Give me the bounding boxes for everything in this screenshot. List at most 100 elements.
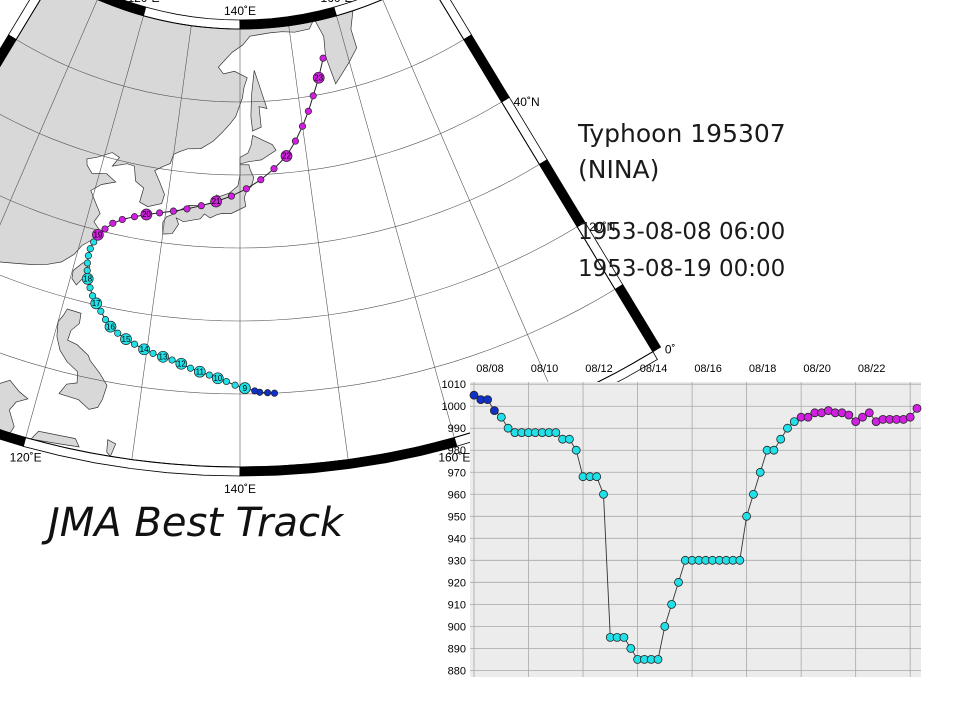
track-point bbox=[101, 225, 109, 233]
track-day-label: 18 bbox=[83, 275, 92, 284]
track-point bbox=[149, 349, 157, 357]
track-point bbox=[205, 371, 213, 379]
track-day-label: 14 bbox=[140, 345, 149, 354]
pressure-point bbox=[571, 445, 581, 455]
lon-label-top-160: 160˚E bbox=[321, 0, 353, 5]
track-point bbox=[298, 122, 307, 130]
y-tick-label: 940 bbox=[448, 533, 466, 545]
pressure-point bbox=[912, 403, 922, 413]
pressure-point bbox=[789, 417, 799, 427]
x-tick-label: 08/08 bbox=[476, 363, 504, 375]
track-point bbox=[227, 192, 235, 200]
pressure-point bbox=[674, 577, 683, 587]
pressure-point bbox=[496, 412, 506, 422]
pressure-point bbox=[619, 633, 629, 642]
track-point bbox=[130, 213, 139, 221]
pressure-point bbox=[749, 489, 758, 499]
chart-x-ticks: 08/08 08/10 08/12 08/14 08/16 08/18 08/20 08/22 bbox=[476, 363, 885, 375]
track-point bbox=[222, 377, 230, 386]
track-point bbox=[101, 316, 110, 324]
period-end: 1953-08-19 00:00 bbox=[578, 256, 786, 282]
track-point bbox=[88, 292, 97, 300]
pressure-point bbox=[483, 395, 493, 405]
track-point bbox=[183, 205, 191, 213]
track-point bbox=[83, 266, 91, 275]
track-point bbox=[104, 320, 117, 333]
x-tick-label: 08/22 bbox=[858, 363, 886, 375]
pressure-point bbox=[551, 428, 561, 438]
pressure-point bbox=[742, 511, 751, 521]
parallel-10 bbox=[0, 289, 616, 395]
track-day-label: 20 bbox=[142, 210, 151, 219]
x-tick-label: 08/20 bbox=[803, 363, 831, 375]
y-tick-label: 900 bbox=[448, 621, 466, 633]
pressure-point bbox=[469, 390, 479, 400]
parallel-40 bbox=[0, 101, 502, 176]
track-point bbox=[169, 207, 177, 215]
pressure-point bbox=[503, 423, 513, 433]
track-point bbox=[193, 365, 206, 378]
parallel-20 bbox=[0, 226, 578, 322]
track-point bbox=[239, 382, 251, 394]
borneo bbox=[0, 379, 29, 434]
y-tick-label: 920 bbox=[448, 577, 466, 589]
lon-label-bottom-120: 120˚E bbox=[10, 451, 42, 465]
lon-label-top-120: 120˚E bbox=[127, 0, 159, 5]
track-point bbox=[309, 92, 317, 100]
track-point bbox=[83, 259, 91, 267]
track-point bbox=[157, 350, 169, 363]
sakhalin bbox=[250, 70, 268, 132]
pressure-point bbox=[489, 406, 499, 416]
y-tick-label: 980 bbox=[448, 445, 466, 457]
pressure-point bbox=[769, 445, 779, 455]
track-point bbox=[120, 333, 132, 345]
pressure-point bbox=[858, 412, 867, 422]
track-point bbox=[186, 364, 195, 372]
chart-grid bbox=[470, 382, 921, 677]
storm-period: 1953-08-08 06:00 1953-08-19 00:00 bbox=[578, 214, 785, 288]
track-point bbox=[90, 297, 103, 310]
x-tick-label: 08/12 bbox=[585, 363, 613, 375]
pressure-point bbox=[599, 489, 608, 499]
lon-label-bottom-160: 160˚E bbox=[438, 451, 470, 465]
pressure-point bbox=[592, 472, 602, 482]
pressure-point bbox=[783, 423, 792, 433]
sumatra-indonesia bbox=[0, 288, 117, 458]
parallel-50 bbox=[16, 39, 464, 103]
pressure-point bbox=[735, 555, 745, 565]
track-day-label: 16 bbox=[106, 322, 115, 331]
track-point bbox=[86, 245, 94, 253]
x-tick-label: 08/16 bbox=[694, 363, 722, 375]
track-point bbox=[109, 219, 117, 227]
track-day-label: 15 bbox=[122, 335, 131, 344]
y-tick-label: 970 bbox=[448, 467, 466, 479]
track-point bbox=[211, 372, 224, 385]
y-tick-label: 1010 bbox=[442, 379, 466, 391]
pressure-point bbox=[851, 417, 861, 427]
track-day-label: 23 bbox=[314, 73, 323, 82]
track-point bbox=[257, 176, 265, 184]
pressure-point bbox=[660, 622, 670, 631]
philippines bbox=[56, 308, 108, 410]
track-point bbox=[304, 107, 312, 115]
track-point bbox=[280, 150, 293, 162]
parallel-30 bbox=[0, 164, 540, 249]
land-masses bbox=[0, 0, 358, 465]
track-point bbox=[291, 137, 299, 145]
track-point bbox=[210, 195, 222, 208]
pressure-point bbox=[776, 434, 786, 444]
x-tick-label: 08/10 bbox=[531, 363, 559, 375]
track-day-label: 21 bbox=[212, 197, 221, 206]
track-point bbox=[242, 185, 250, 193]
storm-name: (NINA) bbox=[578, 155, 660, 184]
track-point bbox=[197, 202, 205, 210]
track-day-label: 22 bbox=[282, 152, 291, 161]
x-tick-label: 08/18 bbox=[749, 363, 777, 375]
y-tick-label: 910 bbox=[448, 599, 466, 611]
pressure-point bbox=[844, 410, 854, 420]
y-tick-label: 960 bbox=[448, 489, 466, 501]
chart-y-ticks: 880 890 900 910 920 930 940 950 960 970 980 990 1000… bbox=[442, 379, 466, 677]
y-tick-label: 880 bbox=[448, 665, 466, 677]
